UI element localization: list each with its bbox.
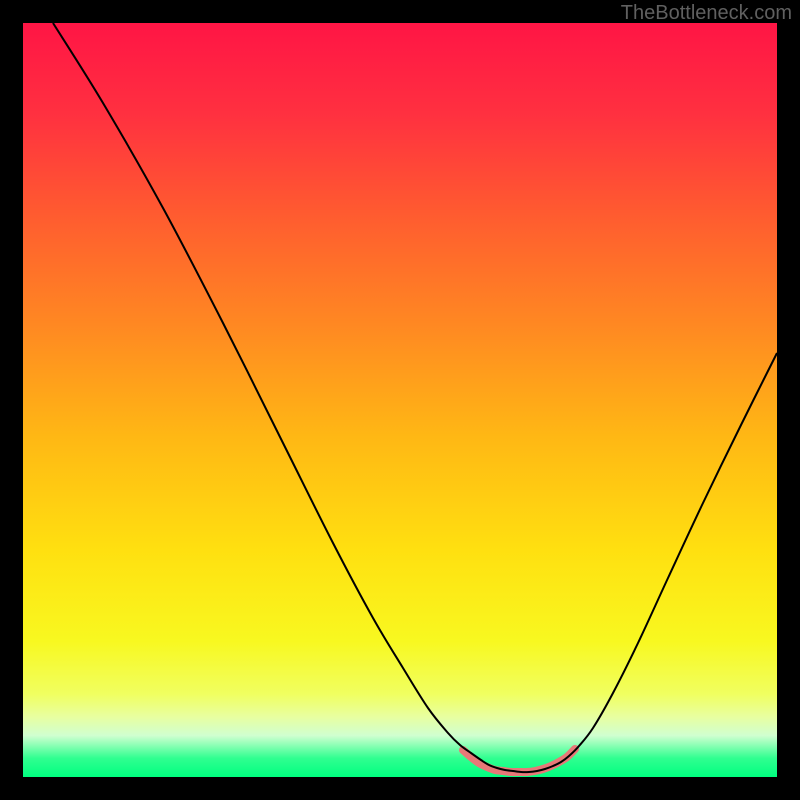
chart-frame: TheBottleneck.com xyxy=(0,0,800,800)
plot-area xyxy=(23,23,777,777)
bottleneck-chart xyxy=(23,23,777,777)
watermark-text: TheBottleneck.com xyxy=(621,2,792,25)
